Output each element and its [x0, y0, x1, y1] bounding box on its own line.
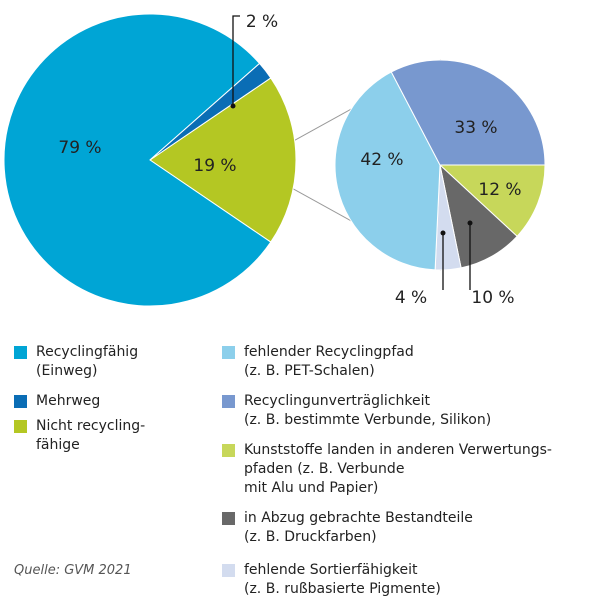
legend-swatch: [14, 346, 27, 359]
legend-label: Mehrweg: [36, 393, 101, 409]
legend-swatch: [14, 395, 27, 408]
legend-swatch: [14, 420, 27, 433]
legend-swatch: [222, 512, 235, 525]
pie-slice: [390, 59, 546, 166]
value-label: 10 %: [471, 288, 514, 308]
value-label: 4 %: [395, 288, 427, 308]
pie-slice: [149, 62, 272, 161]
value-label: 12 %: [478, 180, 521, 200]
leader-dot: [440, 230, 446, 236]
legend-swatch: [222, 444, 235, 457]
legend-swatch: [222, 564, 235, 577]
leader-line: [232, 15, 240, 106]
value-label: 79 %: [58, 138, 101, 158]
legend-label: fehlender Recyclingpfad (z. B. PET-Schal…: [244, 344, 414, 379]
leader-dot: [467, 220, 473, 226]
pie-slice: [334, 71, 441, 271]
leader-dot: [230, 103, 236, 109]
legend-label: Recyclingunverträglichkeit (z. B. bestim…: [244, 393, 492, 428]
value-label: 42 %: [360, 150, 403, 170]
legend-swatch: [222, 346, 235, 359]
pie-slice: [149, 77, 297, 243]
pie-slice: [3, 13, 272, 307]
source: Quelle: GVM 2021: [14, 563, 132, 578]
legend-label: Kunststoffe landen in anderen Verwertung…: [244, 442, 552, 496]
pie-slice: [438, 164, 546, 238]
legend-label: Recyclingfähig (Einweg): [36, 344, 139, 379]
value-label: 2 %: [246, 12, 278, 32]
chart: 79 % 2 % 19 % 42 % 33 % 12 % 10 % 4 %: [3, 12, 546, 308]
legend-label: Nicht recycling- fähige: [36, 418, 146, 453]
legend-label: fehlende Sortierfähigkeit (z. B. rußbasi…: [244, 562, 441, 597]
value-label: 19 %: [193, 156, 236, 176]
value-label: 33 %: [454, 118, 497, 138]
legend-swatch: [222, 395, 235, 408]
legend-label: in Abzug gebrachte Bestandteile (z. B. D…: [244, 510, 473, 545]
